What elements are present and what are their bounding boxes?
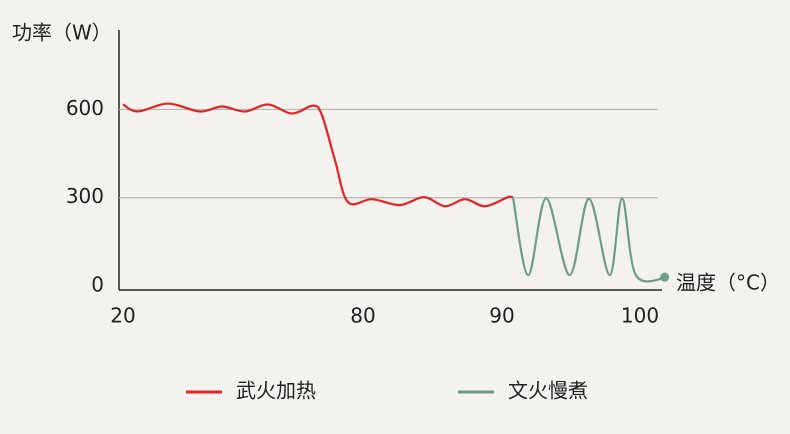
line <box>511 197 668 283</box>
y-tick-label: 300 <box>66 184 104 208</box>
legend-label: 武火加热 <box>236 379 316 403</box>
y-axis-label: 功率（W） <box>12 21 112 45</box>
legend-label: 文火慢煮 <box>508 379 588 403</box>
x-tick-label: 100 <box>621 304 659 328</box>
line <box>122 102 514 208</box>
y-tick-label: 0 <box>91 273 104 297</box>
x-tick-label: 90 <box>489 304 514 328</box>
x-tick-label: 20 <box>110 304 135 328</box>
x-tick-label: 80 <box>350 304 375 328</box>
x-axis-label: 温度（°C） <box>676 271 780 295</box>
y-tick-label: 600 <box>66 96 104 120</box>
end-marker <box>660 272 670 282</box>
